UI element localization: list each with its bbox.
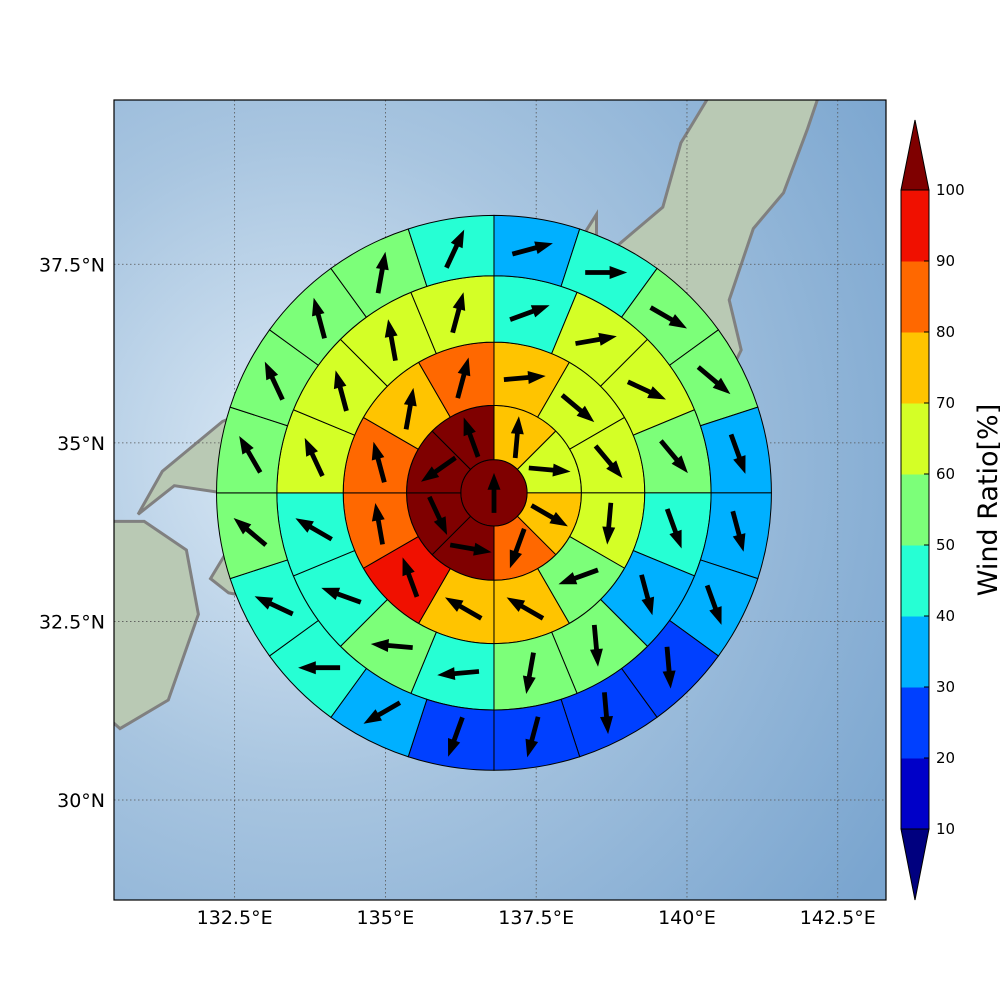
wind-arrow xyxy=(448,716,465,757)
wind-arrow xyxy=(522,652,536,694)
wind-arrow xyxy=(450,292,466,334)
colorbar-segment xyxy=(901,687,929,759)
wind-arrow xyxy=(626,379,666,400)
wind-arrow xyxy=(371,441,387,483)
wind-arrow xyxy=(593,444,623,479)
wind-arrow xyxy=(728,433,746,474)
wind-arrow xyxy=(506,597,545,621)
wind-arrow xyxy=(295,518,333,542)
longitude-tick-label: 137.5°E xyxy=(498,907,574,929)
wind-arrow xyxy=(370,639,413,652)
wind-arrow xyxy=(321,587,362,605)
wind-arrow xyxy=(449,542,492,556)
colorbar-segment xyxy=(901,332,929,404)
wind-arrow xyxy=(375,251,389,294)
colorbar-tick-label: 10 xyxy=(936,820,955,838)
wind-arrow xyxy=(503,371,546,384)
wind-arrow xyxy=(696,365,731,395)
wind-arrow xyxy=(662,646,676,689)
map-frame xyxy=(113,99,887,901)
wind-arrow xyxy=(510,416,524,459)
wind-arrow xyxy=(402,557,420,598)
longitude-ticks: 132.5°E 135°E 137.5°E 140°E 142.5°E xyxy=(197,907,876,929)
wind-arrow xyxy=(333,370,349,412)
colorbar-tick-label: 50 xyxy=(936,536,955,554)
wind-arrow xyxy=(602,502,616,545)
latitude-tick-label: 37.5°N xyxy=(39,254,105,276)
colorbar-tick-label: 80 xyxy=(936,323,955,341)
wind-arrow xyxy=(239,436,263,474)
wind-arrow xyxy=(298,661,341,675)
wind-arrow xyxy=(585,266,628,279)
colorbar-segment xyxy=(901,758,929,830)
wind-arrow xyxy=(575,332,617,346)
longitude-tick-label: 132.5°E xyxy=(197,907,273,929)
colorbar-segment xyxy=(901,616,929,688)
wind-arrow xyxy=(403,387,417,430)
longitude-tick-label: 142.5°E xyxy=(800,907,876,929)
colorbar-segment xyxy=(901,261,929,333)
wind-arrow xyxy=(233,518,268,547)
wind-arrow xyxy=(312,297,327,339)
wind-arrow xyxy=(421,455,457,482)
colorbar-tick-label: 20 xyxy=(936,749,955,767)
wind-arrow xyxy=(455,357,471,399)
colorbar-label: Wind Ratio[%] xyxy=(973,404,1000,596)
colorbar-tick-label: 90 xyxy=(936,252,955,270)
colorbar-segment xyxy=(901,403,929,475)
kyushu-landmass xyxy=(114,519,200,731)
sector-grid xyxy=(216,214,772,771)
colorbar-tick-label: 30 xyxy=(936,678,955,696)
wind-arrow xyxy=(558,567,599,585)
wind-arrow xyxy=(254,596,294,617)
latitude-tick-label: 35°N xyxy=(57,433,105,455)
wind-arrow xyxy=(509,305,550,322)
wind-arrow xyxy=(427,495,448,535)
colorbar-tick-label: 70 xyxy=(936,394,955,412)
wind-arrow xyxy=(264,361,285,401)
colorbar-over-extension xyxy=(900,119,930,191)
wind-arrow xyxy=(649,305,687,329)
colorbar-segment xyxy=(901,190,929,262)
wind-arrow xyxy=(590,624,603,667)
latitude-tick-label: 32.5°N xyxy=(39,611,105,633)
wind-arrow xyxy=(437,667,480,680)
latitude-tick-label: 30°N xyxy=(57,790,105,812)
wind-arrow xyxy=(445,597,483,621)
wind-arrow xyxy=(463,417,481,458)
wind-arrow xyxy=(304,437,325,477)
wind-arrow xyxy=(487,472,501,513)
wind-arrow xyxy=(528,463,571,477)
wind-arrow xyxy=(384,319,398,361)
wind-arrow xyxy=(664,508,682,549)
wind-arrow xyxy=(525,716,541,758)
latitude-ticks: 37.5°N 35°N 32.5°N 30°N xyxy=(39,254,105,812)
wind-arrow xyxy=(639,574,655,616)
wind-arrow xyxy=(511,241,553,257)
colorbar-segment xyxy=(901,474,929,546)
colorbar-tick-label: 100 xyxy=(936,181,965,199)
wind-arrow xyxy=(659,439,688,474)
wind-arrow xyxy=(730,510,746,552)
longitude-tick-label: 135°E xyxy=(357,907,415,929)
sector-cell xyxy=(407,214,495,287)
longitude-tick-label: 140°E xyxy=(658,907,716,929)
colorbar-under-extension xyxy=(900,828,930,901)
wind-arrow xyxy=(371,503,385,545)
colorbar: 10 20 30 40 50 60 70 80 90 100 xyxy=(900,119,965,901)
colorbar-tick-label: 40 xyxy=(936,607,955,625)
wind-arrow xyxy=(509,528,527,569)
wind-arrow xyxy=(530,503,568,527)
wind-arrow xyxy=(600,692,613,735)
wind-arrows xyxy=(233,229,746,758)
colorbar-tick-label: 60 xyxy=(936,465,955,483)
colorbar-segment xyxy=(901,545,929,617)
colorbar-frame xyxy=(900,189,930,830)
wind-arrow xyxy=(363,700,402,724)
wind-arrow xyxy=(560,393,595,423)
wind-arrow xyxy=(444,229,465,269)
wind-arrow xyxy=(704,584,722,625)
map-area xyxy=(114,100,886,900)
